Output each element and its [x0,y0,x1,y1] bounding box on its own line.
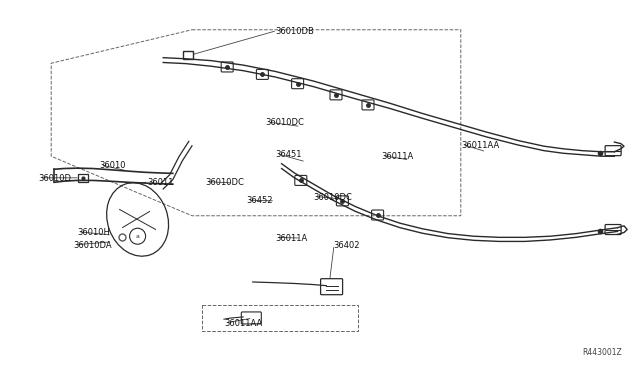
Text: 36011: 36011 [147,178,173,187]
Bar [182,51,193,59]
Text: 36011A: 36011A [275,234,307,243]
Text: 36011AA: 36011AA [461,141,499,150]
Text: R443001Z: R443001Z [582,348,622,357]
Text: 36011A: 36011A [381,152,413,161]
Text: 36011AA: 36011AA [224,319,262,328]
Text: 36010H: 36010H [77,228,109,237]
Text: 36010DC: 36010DC [205,178,244,187]
Text: 36010DC: 36010DC [266,118,305,127]
Text: 36452: 36452 [246,196,273,205]
Text: 36010DB: 36010DB [275,27,314,36]
Text: a: a [136,234,140,239]
Text: 36402: 36402 [333,241,359,250]
Text: 36010DC: 36010DC [314,193,353,202]
Text: 36010D: 36010D [38,174,72,183]
Bar [78,174,88,182]
Text: 36010DA: 36010DA [74,241,112,250]
Text: 36451: 36451 [275,150,301,159]
Text: 36010: 36010 [99,161,125,170]
